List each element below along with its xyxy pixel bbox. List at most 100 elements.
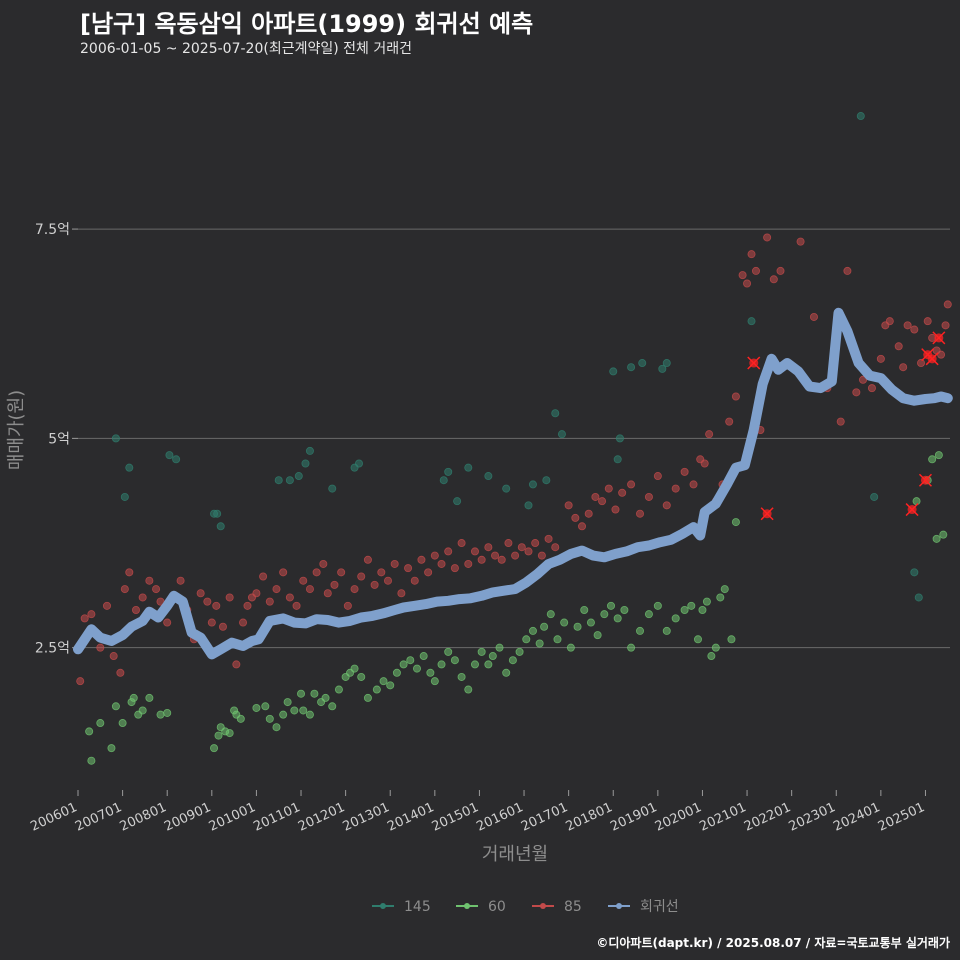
point-60 <box>707 652 716 661</box>
legend-label: 60 <box>488 899 506 915</box>
point-85 <box>689 480 698 489</box>
point-85 <box>116 668 125 677</box>
x-tick-label: 201701 <box>519 800 570 835</box>
point-60 <box>934 451 943 460</box>
point-60 <box>687 601 696 610</box>
point-60 <box>107 744 116 753</box>
point-85 <box>330 580 339 589</box>
point-145 <box>662 359 671 368</box>
regression-line <box>73 307 953 660</box>
point-85 <box>551 543 560 552</box>
point-85 <box>743 279 752 288</box>
point-60 <box>593 631 602 640</box>
x-tick-label: 202201 <box>742 800 793 835</box>
point-85 <box>763 233 772 242</box>
point-85 <box>598 497 607 506</box>
point-85 <box>470 547 479 556</box>
point-60 <box>412 664 421 673</box>
point-60 <box>644 610 653 619</box>
point-85 <box>524 547 533 556</box>
point-60 <box>484 660 493 669</box>
x-axis-ticks: 2006012007012008012009012010012011012012… <box>28 790 927 835</box>
point-85 <box>152 585 161 594</box>
point-85 <box>894 342 903 351</box>
point-85 <box>531 539 540 548</box>
point-85 <box>163 618 172 627</box>
point-60 <box>680 606 689 615</box>
point-60 <box>214 731 223 740</box>
point-60 <box>290 706 299 715</box>
point-145 <box>453 497 462 506</box>
point-85 <box>705 430 714 439</box>
point-85 <box>312 568 321 577</box>
highlight-cross <box>760 507 774 521</box>
point-60 <box>580 606 589 615</box>
point-85 <box>680 467 689 476</box>
point-85 <box>511 551 520 560</box>
point-85 <box>76 677 85 686</box>
point-85 <box>343 601 352 610</box>
highlight-cross <box>747 356 761 370</box>
point-60 <box>334 685 343 694</box>
point-60 <box>528 626 537 635</box>
point-85 <box>265 597 274 606</box>
point-60 <box>566 643 575 652</box>
x-tick-label: 201401 <box>385 800 436 835</box>
point-145 <box>910 568 919 577</box>
legend-label: 145 <box>404 899 431 915</box>
point-60 <box>386 681 395 690</box>
point-60 <box>662 626 671 635</box>
point-85 <box>747 250 756 259</box>
point-85 <box>80 614 89 623</box>
x-tick-label: 201801 <box>564 800 615 835</box>
point-60 <box>698 606 707 615</box>
highlighted-points <box>747 331 946 521</box>
point-60 <box>328 702 337 711</box>
point-85 <box>611 505 620 514</box>
point-85 <box>357 572 366 581</box>
point-60 <box>129 693 138 702</box>
point-85 <box>910 325 919 334</box>
x-axis-title: 거래년월 <box>482 844 548 865</box>
y-axis-ticks: 2.5억 5억 7.5억 <box>35 222 78 657</box>
point-60 <box>613 614 622 623</box>
point-60 <box>225 729 234 738</box>
point-60 <box>210 744 219 753</box>
point-85 <box>417 555 426 564</box>
point-145 <box>172 455 181 464</box>
x-tick-label: 201901 <box>608 800 659 835</box>
point-60 <box>156 710 165 719</box>
point-85 <box>644 492 653 501</box>
legend-label: 회귀선 <box>640 899 679 915</box>
point-85 <box>232 660 241 669</box>
point-85 <box>145 576 154 585</box>
point-145 <box>484 472 493 481</box>
point-60 <box>87 756 96 765</box>
point-145 <box>464 463 473 472</box>
point-145 <box>294 472 303 481</box>
point-60 <box>437 660 446 669</box>
point-85 <box>943 300 952 309</box>
point-60 <box>310 689 319 698</box>
point-60 <box>636 626 645 635</box>
regression-path <box>73 307 953 660</box>
point-60 <box>357 672 366 681</box>
legend-key-dot <box>616 903 622 909</box>
point-60 <box>299 706 308 715</box>
point-85 <box>450 564 459 573</box>
point-60 <box>111 702 120 711</box>
point-85 <box>618 488 627 497</box>
point-145 <box>213 509 222 518</box>
point-85 <box>923 317 932 326</box>
point-85 <box>272 585 281 594</box>
point-145 <box>444 467 453 476</box>
point-85 <box>491 551 500 560</box>
point-60 <box>693 635 702 644</box>
point-85 <box>218 622 227 631</box>
point-60 <box>470 660 479 669</box>
point-85 <box>285 593 294 602</box>
point-85 <box>370 580 379 589</box>
point-85 <box>584 509 593 518</box>
point-85 <box>196 589 205 598</box>
point-145 <box>914 593 923 602</box>
